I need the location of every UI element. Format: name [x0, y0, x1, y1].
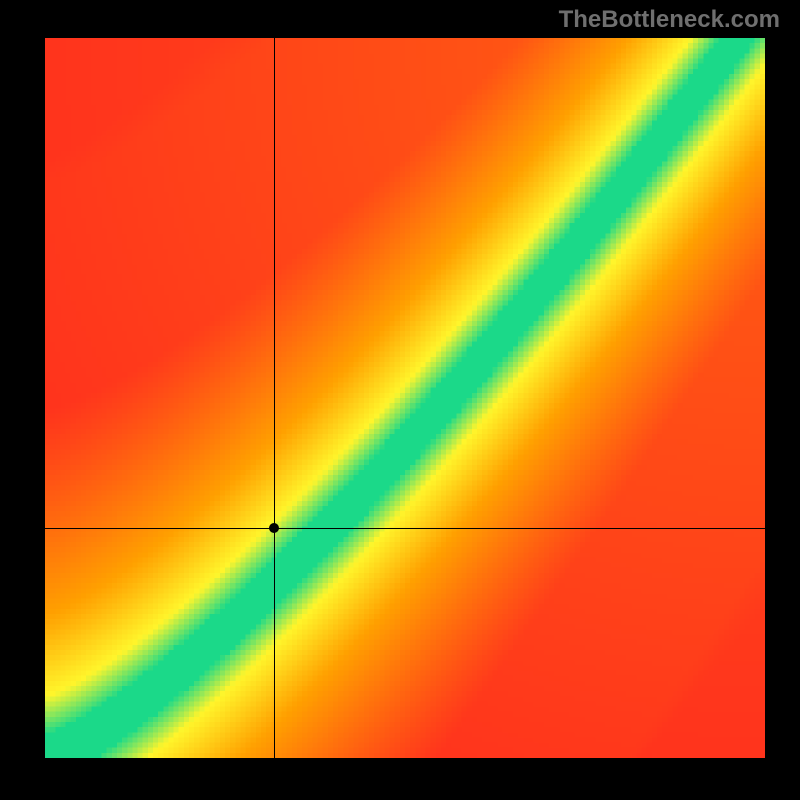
- heatmap-canvas: [45, 38, 765, 758]
- crosshair-horizontal: [45, 528, 765, 529]
- heatmap-plot: [45, 38, 765, 758]
- crosshair-vertical: [274, 38, 275, 758]
- selection-marker: [269, 523, 279, 533]
- watermark: TheBottleneck.com: [559, 6, 780, 34]
